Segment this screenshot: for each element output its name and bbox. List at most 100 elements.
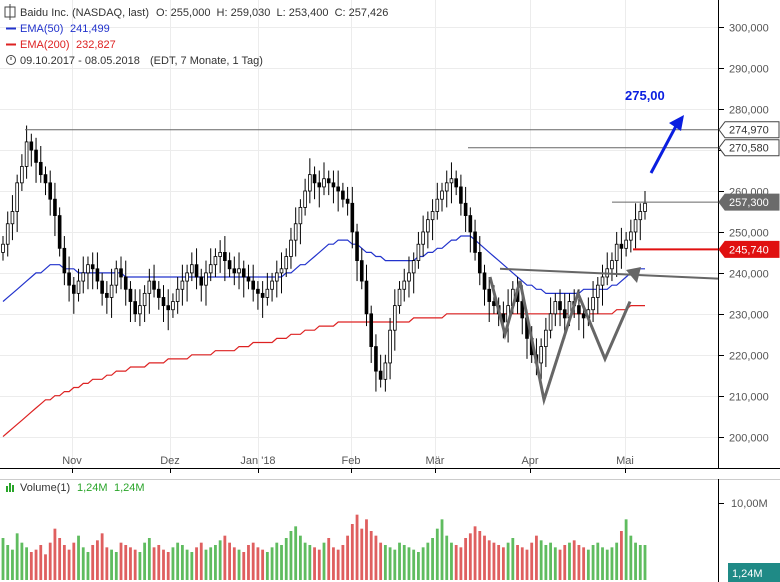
price-tags: 274,970 270,580 257,300 245,740 [718,121,780,258]
candle-body [317,182,322,188]
x-tick-label: Dez [160,455,180,467]
volume-bar [119,542,123,580]
candle-body [610,260,614,270]
candle-body [10,211,15,225]
volume-bars [1,514,647,580]
neckline [499,267,719,280]
volume-bar [100,533,104,580]
candlesticks [1,125,647,392]
candle-body [581,313,586,319]
candle-body [199,276,204,286]
x-tick-label: Nov [62,455,82,467]
volume-bar [473,526,477,580]
candle-body [48,182,53,200]
volume-bar [464,538,468,580]
x-tick-label: Feb [342,455,361,467]
candle-body [477,252,482,274]
candle-body [119,268,123,278]
candle-body [468,215,473,233]
candle-body [633,219,638,233]
volume-bar [336,549,340,580]
candle-body [279,268,284,274]
volume-bar [615,542,619,580]
candle-body [175,288,180,302]
candle-body [449,178,454,184]
candle-body [256,288,260,294]
volume-bar [492,542,496,580]
candle-body [364,280,369,315]
volume-bar [280,545,283,580]
candle-body [289,239,293,257]
volume-bar [501,547,505,580]
candle-body [416,243,421,262]
candle-body [595,284,600,298]
volume-bar [204,549,208,580]
volume-bar [261,549,265,580]
candle-body [5,223,10,245]
candle-body [152,280,156,290]
candle-body [53,198,57,216]
volume-bar [67,549,71,580]
clock-icon [6,55,16,65]
candle-body [76,280,81,294]
y-tick-label: 240,000 [729,269,769,281]
y-tick-label: 280,000 [729,105,769,117]
candle-body [539,346,543,364]
candle-body [383,362,388,380]
candle-body [322,178,326,188]
candle-body [1,243,5,253]
target-arrowhead [669,115,684,131]
volume-bar [218,540,222,580]
candle-body [430,211,435,221]
price-tag-label: 257,300 [729,197,769,209]
volume-bar [582,547,586,580]
candle-body [156,288,161,298]
volume-bar [506,542,510,580]
volume-bar [96,540,99,580]
candle-body [331,182,336,188]
candle-body [312,174,317,184]
volume-bar [596,542,600,580]
candle-body [562,309,567,319]
volume-bar [48,542,52,580]
candle-body [147,280,152,294]
candle-body [591,297,595,311]
volume-bar [591,545,595,580]
candle-body [544,329,548,347]
legend-ema200-label: EMA(200) [20,39,70,51]
candle-body [643,202,647,212]
candle-body [482,272,487,290]
volume-current-label: 1,24M [732,568,763,580]
volume-legend-value2: 1,24M [114,482,145,494]
volume-bar [228,542,231,580]
volume-bar [53,528,57,580]
candle-body [397,288,402,307]
volume-bar [223,535,227,580]
candle-body [166,305,171,311]
candle-body [57,215,62,249]
candle-body [407,272,411,282]
candle-body [435,198,440,212]
volume-bar [421,547,425,580]
candle-body [265,288,270,298]
candle-body [345,198,350,204]
volume-bar [601,547,604,580]
volume-bar [162,549,165,580]
y-tick-label: 210,000 [729,392,769,404]
volume-bar [450,542,453,580]
candle-body [520,301,525,319]
candle-body [237,268,241,274]
candle-body [444,182,449,192]
volume-bar [124,545,128,580]
candle-body [20,166,24,184]
volume-bar [398,542,401,580]
candle-body [388,329,392,364]
volume-bar [383,545,387,580]
price-tag-label: 245,740 [729,244,769,256]
volume-bar [454,545,458,580]
volume-legend: Volume(1) 1,24M 1,24M [6,482,145,494]
volume-bar [199,542,203,580]
volume-bar [180,545,184,580]
candle-body [128,288,133,302]
volume-bar [572,540,576,580]
